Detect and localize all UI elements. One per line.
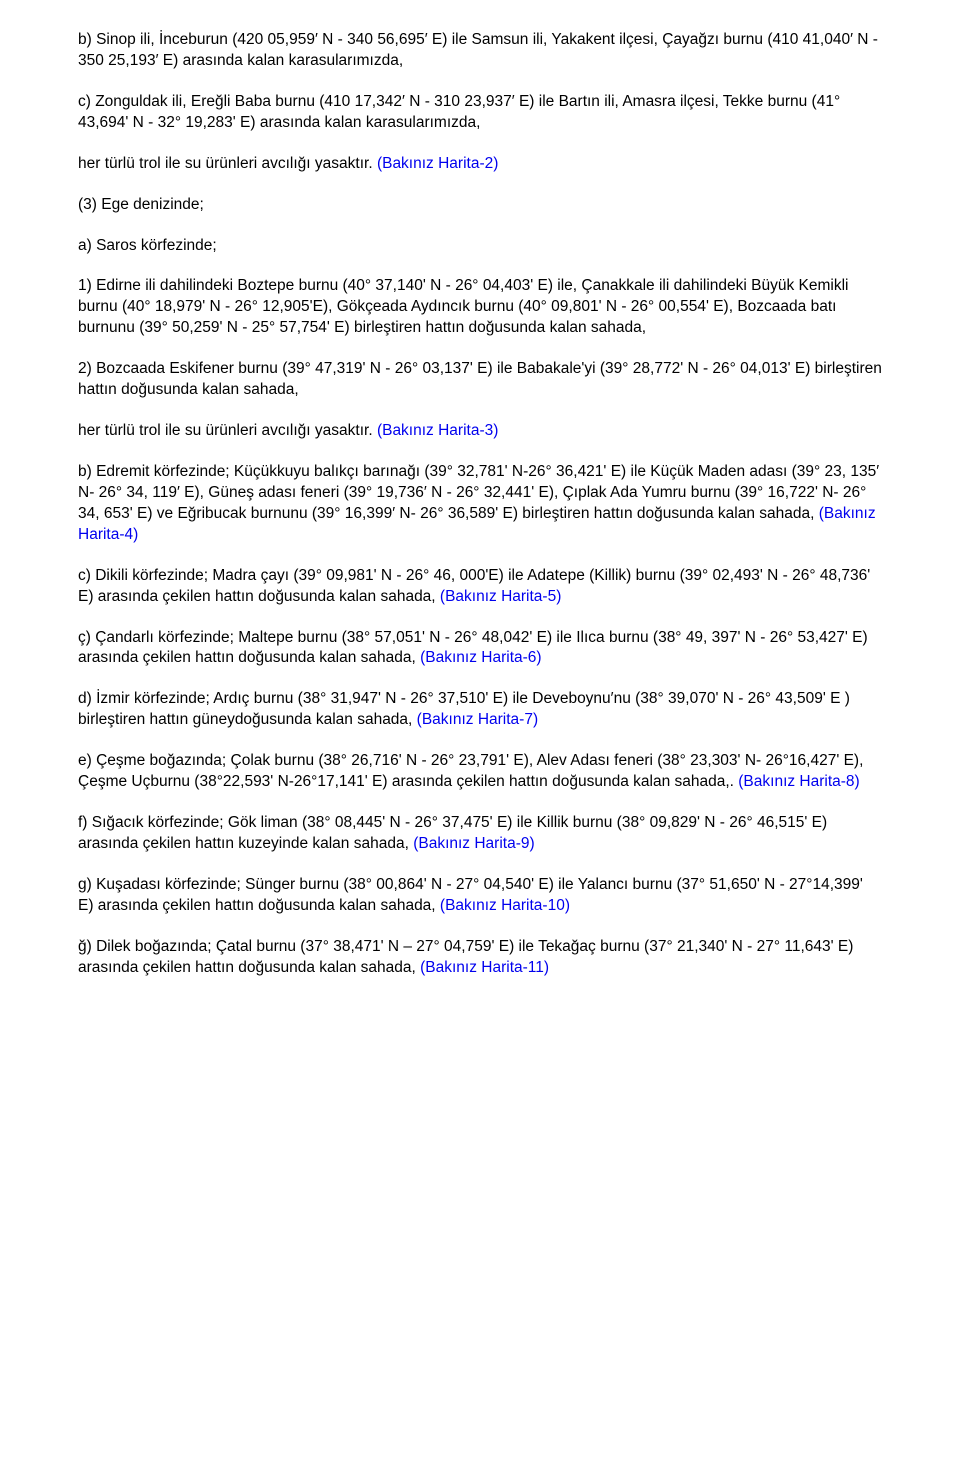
paragraph: ğ) Dilek boğazında; Çatal burnu (37° 38,…: [78, 937, 882, 979]
body-text: a) Saros körfezinde;: [78, 237, 217, 254]
map-reference-link: (Bakınız Harita-10): [440, 897, 570, 914]
body-text: 2) Bozcaada Eskifener burnu (39° 47,319'…: [78, 360, 882, 398]
paragraph: (3) Ege denizinde;: [78, 195, 882, 216]
paragraph: c) Dikili körfezinde; Madra çayı (39° 09…: [78, 566, 882, 608]
document-page: b) Sinop ili, İnceburun (420 05,959′ N -…: [0, 0, 960, 1470]
paragraph: c) Zonguldak ili, Ereğli Baba burnu (410…: [78, 92, 882, 134]
paragraph: f) Sığacık körfezinde; Gök liman (38° 08…: [78, 813, 882, 855]
body-text: b) Sinop ili, İnceburun (420 05,959′ N -…: [78, 31, 878, 69]
map-reference-link: (Bakınız Harita-5): [440, 588, 561, 605]
paragraph: a) Saros körfezinde;: [78, 236, 882, 257]
paragraph: her türlü trol ile su ürünleri avcılığı …: [78, 154, 882, 175]
paragraph: e) Çeşme boğazında; Çolak burnu (38° 26,…: [78, 751, 882, 793]
map-reference-link: (Bakınız Harita-7): [417, 711, 538, 728]
map-reference-link: (Bakınız Harita-3): [377, 422, 498, 439]
body-text: her türlü trol ile su ürünleri avcılığı …: [78, 155, 377, 172]
paragraph: b) Sinop ili, İnceburun (420 05,959′ N -…: [78, 30, 882, 72]
map-reference-link: (Bakınız Harita-11): [420, 959, 549, 976]
map-reference-link: (Bakınız Harita-9): [413, 835, 534, 852]
body-text: 1) Edirne ili dahilindeki Boztepe burnu …: [78, 277, 849, 336]
paragraph: her türlü trol ile su ürünleri avcılığı …: [78, 421, 882, 442]
paragraph: 1) Edirne ili dahilindeki Boztepe burnu …: [78, 276, 882, 339]
body-text: her türlü trol ile su ürünleri avcılığı …: [78, 422, 377, 439]
body-text: (3) Ege denizinde;: [78, 196, 204, 213]
paragraph: d) İzmir körfezinde; Ardıç burnu (38° 31…: [78, 689, 882, 731]
paragraph: g) Kuşadası körfezinde; Sünger burnu (38…: [78, 875, 882, 917]
paragraph: ç) Çandarlı körfezinde; Maltepe burnu (3…: [78, 628, 882, 670]
body-text: c) Zonguldak ili, Ereğli Baba burnu (410…: [78, 93, 840, 131]
map-reference-link: (Bakınız Harita-8): [738, 773, 859, 790]
paragraph: 2) Bozcaada Eskifener burnu (39° 47,319'…: [78, 359, 882, 401]
body-text: b) Edremit körfezinde; Küçükkuyu balıkçı…: [78, 463, 879, 522]
map-reference-link: (Bakınız Harita-2): [377, 155, 498, 172]
map-reference-link: (Bakınız Harita-6): [420, 649, 541, 666]
paragraph: b) Edremit körfezinde; Küçükkuyu balıkçı…: [78, 462, 882, 546]
